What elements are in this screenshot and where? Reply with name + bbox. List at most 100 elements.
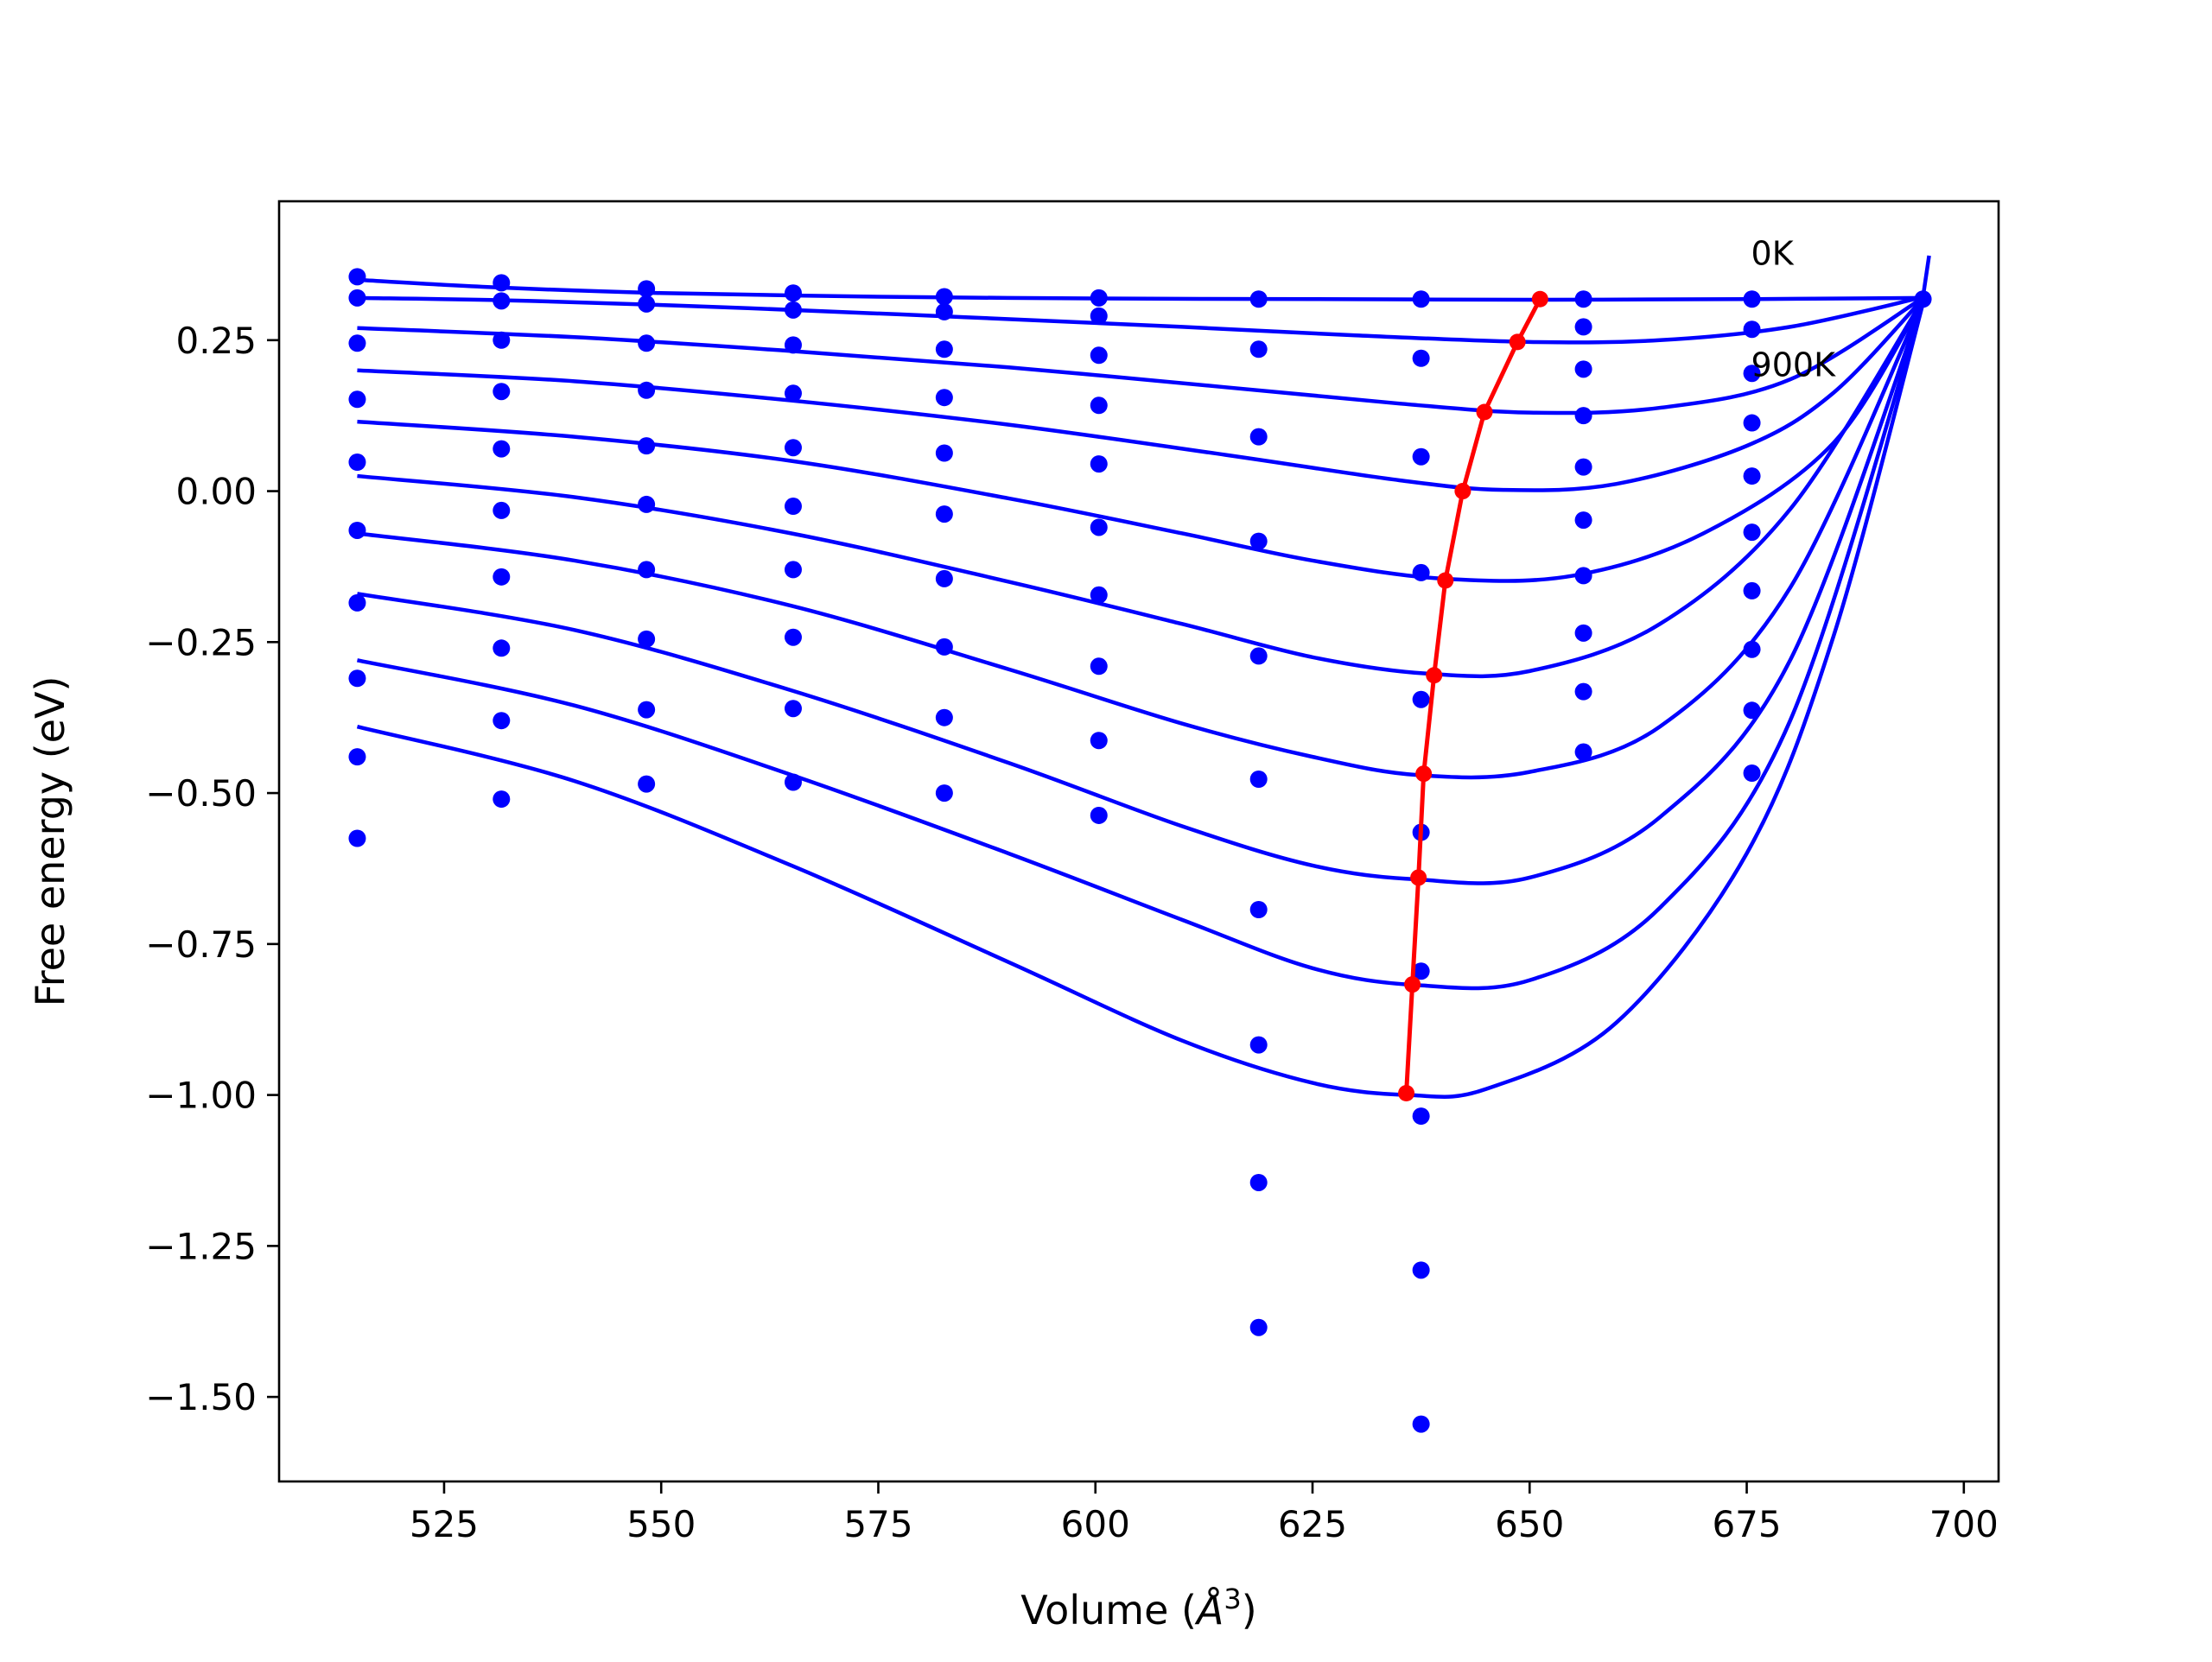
- data-point: [1574, 624, 1592, 642]
- data-point: [1412, 1107, 1430, 1126]
- data-point: [1574, 511, 1592, 530]
- data-point: [1090, 732, 1108, 750]
- x-tick-label: 700: [1929, 1503, 1999, 1545]
- data-point: [784, 384, 802, 403]
- data-point: [1914, 290, 1932, 308]
- minimum-point: [1410, 869, 1427, 886]
- y-tick-label: 0.00: [175, 471, 257, 513]
- data-point: [1090, 586, 1108, 604]
- minimum-point: [1398, 1085, 1415, 1102]
- data-point: [1249, 647, 1268, 665]
- minimum-point: [1454, 483, 1471, 500]
- data-point: [1743, 320, 1761, 339]
- data-point: [1743, 701, 1761, 720]
- x-axis-label: Volume (Å3): [1020, 1583, 1256, 1633]
- data-point: [493, 440, 511, 458]
- y-tick-label: −1.25: [145, 1225, 257, 1267]
- x-axis-label-suffix: ): [1242, 1587, 1257, 1633]
- data-point: [348, 289, 366, 307]
- y-axis-ticks: 0.25 0.00 −0.25 −0.50 −0.75 −1.00 −1.25 −1.50: [145, 320, 279, 1418]
- data-point: [493, 292, 511, 310]
- data-point: [493, 331, 511, 349]
- data-point: [1412, 447, 1430, 466]
- data-point: [638, 334, 656, 352]
- x-tick-label: 675: [1712, 1503, 1781, 1545]
- data-point: [638, 295, 656, 313]
- minima-line: [1404, 298, 1542, 1094]
- data-point: [1574, 290, 1592, 308]
- data-point: [1574, 567, 1592, 585]
- data-point: [935, 302, 953, 320]
- data-point: [348, 390, 366, 409]
- data-point: [935, 638, 953, 656]
- y-tick-label: −0.75: [145, 923, 257, 966]
- fit-curve-2: [357, 295, 1926, 416]
- fit-curve-3: [357, 295, 1927, 492]
- x-axis-label-prefix: Volume (: [1020, 1587, 1197, 1633]
- data-point: [784, 439, 802, 457]
- data-point: [493, 712, 511, 730]
- data-point: [1743, 467, 1761, 485]
- data-point: [935, 288, 953, 306]
- data-point: [1574, 360, 1592, 378]
- y-tick-label: −1.00: [145, 1075, 257, 1117]
- data-point: [1412, 290, 1430, 308]
- data-point: [1743, 365, 1761, 383]
- minimum-point: [1476, 403, 1493, 421]
- data-point: [348, 334, 366, 352]
- data-point: [1249, 1318, 1268, 1336]
- y-tick-label: −0.25: [145, 621, 257, 663]
- data-points-layer: [348, 268, 1932, 1433]
- data-point: [1249, 770, 1268, 788]
- y-axis-label: Free energy (eV): [27, 676, 73, 1007]
- data-point: [638, 775, 656, 793]
- data-point: [1574, 318, 1592, 336]
- minimum-point: [1437, 572, 1454, 589]
- data-point: [638, 630, 656, 648]
- minimum-point: [1531, 290, 1548, 308]
- data-point: [493, 501, 511, 519]
- data-point: [1249, 340, 1268, 358]
- annotation-900k: 900K: [1751, 346, 1837, 384]
- data-point: [1412, 690, 1430, 708]
- data-point: [1090, 289, 1108, 307]
- x-axis-label-exponent: 3: [1224, 1583, 1241, 1615]
- data-point: [1412, 349, 1430, 367]
- data-point: [1090, 518, 1108, 536]
- data-point: [1574, 682, 1592, 701]
- fit-curve-6: [357, 295, 1927, 780]
- y-tick-label: −1.50: [145, 1376, 257, 1418]
- data-point: [1412, 563, 1430, 581]
- data-point: [348, 829, 366, 847]
- data-point: [1412, 962, 1430, 980]
- data-point: [1743, 290, 1761, 308]
- data-point: [348, 593, 366, 612]
- data-point: [784, 700, 802, 718]
- minimum-point: [1509, 333, 1526, 351]
- data-point: [1249, 900, 1268, 918]
- data-point: [1249, 428, 1268, 446]
- data-point: [493, 639, 511, 657]
- data-point: [638, 495, 656, 513]
- fit-curve-1: [357, 295, 1926, 345]
- data-point: [1743, 414, 1761, 432]
- x-tick-label: 550: [626, 1503, 696, 1545]
- minimum-point: [1426, 667, 1443, 684]
- x-tick-label: 625: [1278, 1503, 1347, 1545]
- data-point: [493, 790, 511, 809]
- data-point: [348, 268, 366, 286]
- x-tick-label: 575: [843, 1503, 912, 1545]
- data-point: [1743, 523, 1761, 542]
- data-point: [784, 773, 802, 791]
- x-tick-label: 525: [410, 1503, 479, 1545]
- data-point: [935, 340, 953, 358]
- data-point: [935, 389, 953, 407]
- fit-curves-layer: [356, 255, 1931, 1100]
- data-point: [784, 498, 802, 516]
- data-point: [1090, 806, 1108, 824]
- minima-layer: [1398, 290, 1548, 1102]
- data-point: [348, 453, 366, 471]
